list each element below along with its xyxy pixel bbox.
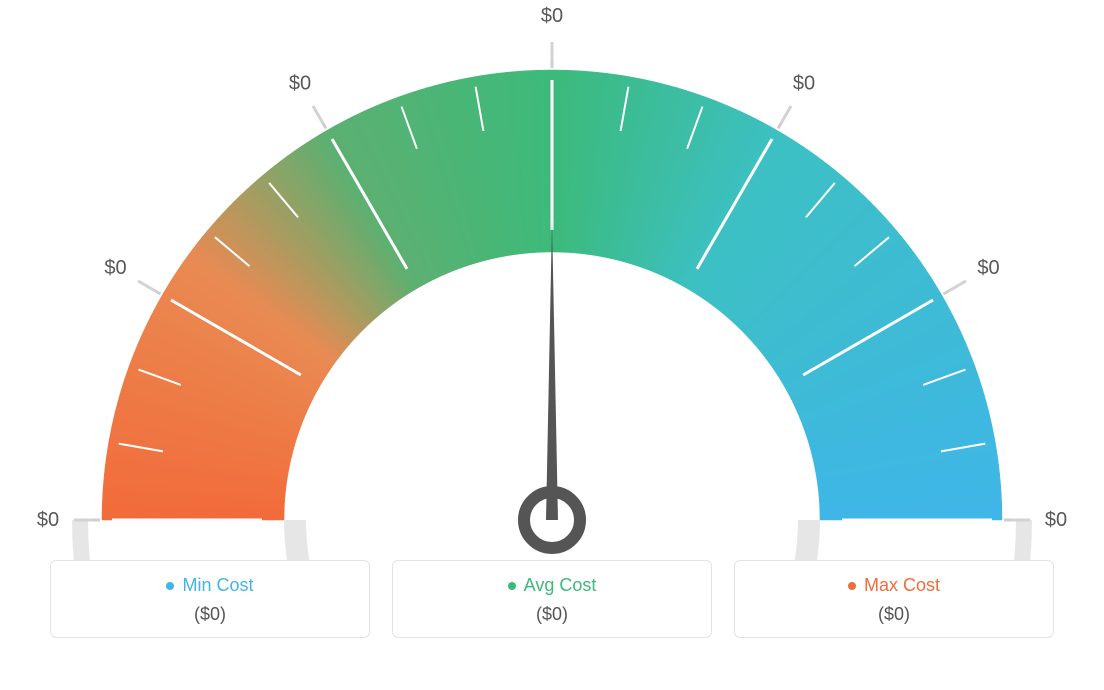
legend-card: Max Cost ($0) (734, 560, 1054, 638)
gauge-scale-label: $0 (793, 73, 815, 95)
legend-value: ($0) (403, 604, 701, 625)
gauge-needle (546, 220, 558, 520)
legend-label: Max Cost (864, 575, 940, 596)
legend-row: Min Cost ($0) Avg Cost ($0) Max Cost ($0) (0, 560, 1104, 638)
gauge-scale-label: $0 (977, 257, 999, 279)
gauge-scale-label: $0 (37, 509, 59, 531)
legend-value: ($0) (745, 604, 1043, 625)
legend-dot-icon (166, 582, 174, 590)
legend-title: Min Cost (166, 575, 253, 596)
legend-label: Avg Cost (524, 575, 597, 596)
gauge-scale-label: $0 (104, 257, 126, 279)
legend-card: Avg Cost ($0) (392, 560, 712, 638)
legend-dot-icon (508, 582, 516, 590)
legend-title: Max Cost (848, 575, 940, 596)
gauge-scale-label: $0 (289, 73, 311, 95)
legend-label: Min Cost (182, 575, 253, 596)
gauge-scale-label: $0 (541, 5, 563, 27)
gauge-scale-label: $0 (1045, 509, 1067, 531)
legend-value: ($0) (61, 604, 359, 625)
legend-title: Avg Cost (508, 575, 597, 596)
gauge-svg: $0 $0 $0 $0 $0 $0 $0 (0, 0, 1104, 560)
cost-gauge: $0 $0 $0 $0 $0 $0 $0 (0, 0, 1104, 560)
legend-card: Min Cost ($0) (50, 560, 370, 638)
legend-dot-icon (848, 582, 856, 590)
